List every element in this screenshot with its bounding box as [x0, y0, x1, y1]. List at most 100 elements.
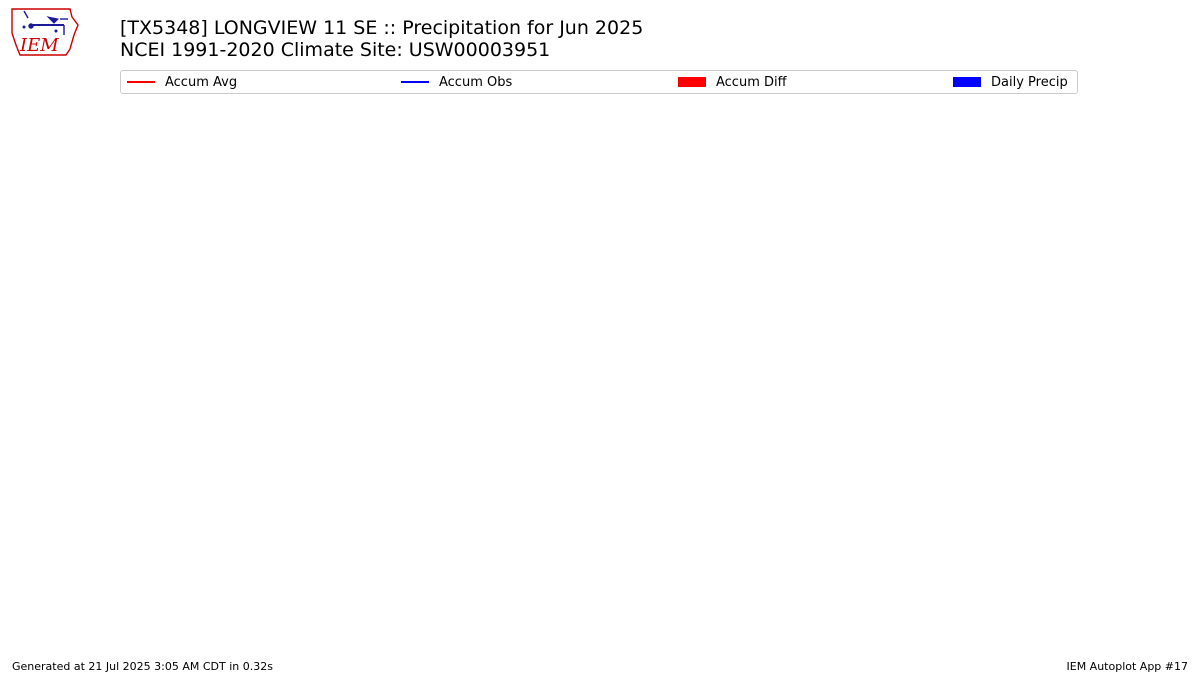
- x-tick-label: 26: [927, 618, 944, 633]
- accum-diff-bar: [280, 550, 294, 561]
- x-tick-label: 12: [478, 618, 495, 633]
- legend-swatch: [953, 77, 981, 87]
- accum-diff-bar: [408, 504, 422, 561]
- accum-diff-bar: [762, 317, 775, 561]
- x-tick-label: 23: [831, 618, 848, 633]
- y-tick-label: 6: [103, 254, 111, 269]
- y-tick-label: 4: [103, 354, 111, 369]
- x-tick-label: 9: [386, 618, 394, 633]
- x-tick-label: 4: [225, 618, 233, 633]
- accum-diff-bar: [312, 558, 326, 561]
- accum-diff-bar: [858, 339, 872, 561]
- weekend-shade: [309, 100, 342, 608]
- daily-precip-bar: [389, 480, 403, 561]
- legend-swatch: [127, 81, 155, 83]
- x-tick-label: 30: [1056, 618, 1073, 633]
- accum-diff-bar: [376, 496, 390, 561]
- accum-diff-bar: [601, 274, 615, 561]
- accum-diff-bar: [248, 559, 262, 561]
- accum-diff-bar: [441, 497, 454, 561]
- generated-timestamp: Generated at 21 Jul 2025 3:05 AM CDT in …: [12, 660, 273, 673]
- accum-diff-bar: [473, 257, 487, 561]
- plot-frame: [119, 99, 1081, 609]
- legend-item-daily-precip: Daily Precip: [953, 71, 1068, 93]
- daily-precip-bar: [614, 552, 628, 561]
- accum-diff-bar: [730, 310, 743, 561]
- y-axis-label: Precipitation [inch]: [79, 283, 97, 425]
- weekend-shade: [758, 100, 792, 608]
- x-axis-label: June 2025: [561, 635, 638, 653]
- weekend-shade: [1015, 100, 1048, 608]
- legend-label: Accum Obs: [439, 74, 513, 90]
- x-tick-label: 16: [606, 618, 623, 633]
- x-tick-label: 28: [991, 618, 1008, 633]
- x-tick-label: 1: [129, 618, 137, 633]
- x-tick-label: 19: [702, 618, 719, 633]
- daily-precip-bar: [518, 550, 531, 561]
- accum-diff-bar: [120, 560, 133, 568]
- daily-precip-bar: [453, 544, 467, 561]
- legend-label: Accum Diff: [716, 74, 787, 90]
- accum-diff-bar: [665, 292, 679, 561]
- weekend-shade: [534, 100, 567, 608]
- chart-title: [TX5348] LONGVIEW 11 SE :: Precipitation…: [120, 17, 644, 39]
- x-tick-label: 13: [510, 618, 527, 633]
- chart-subtitle: NCEI 1991-2020 Climate Site: USW00003951: [120, 39, 551, 61]
- weather-symbols-icon: [22, 10, 68, 35]
- legend-item-accum-avg: Accum Avg: [127, 71, 237, 93]
- legend-label: Daily Precip: [991, 74, 1068, 90]
- weekend-shade: [566, 100, 599, 608]
- legend-swatch: [678, 77, 706, 87]
- accum-diff-bar: [1051, 371, 1064, 561]
- accum-diff-bar: [216, 560, 230, 583]
- weekend-shade: [120, 100, 149, 608]
- daily-precip-bar: [293, 542, 307, 561]
- accum-diff-bar: [697, 301, 711, 561]
- accum-diff-bar: [890, 341, 904, 561]
- accum-diff-bar: [344, 560, 358, 567]
- x-tick-label: 21: [767, 618, 784, 633]
- x-tick-label: 5: [257, 618, 265, 633]
- legend-item-accum-obs: Accum Obs: [401, 71, 512, 93]
- weekend-shade: [791, 100, 824, 608]
- x-tick-label: 17: [638, 618, 655, 633]
- x-tick-label: 14: [542, 618, 559, 633]
- x-tick-label: 24: [863, 618, 880, 633]
- accum-diff-bar: [986, 356, 1000, 561]
- accum-diff-bar: [184, 560, 198, 582]
- accum-diff-bar: [569, 274, 583, 561]
- accum-diff-bar: [152, 560, 165, 574]
- accum-diff-bar: [954, 349, 968, 561]
- daily-precip-bar: [261, 530, 275, 561]
- x-tick-label: 18: [670, 618, 687, 633]
- accum-diff-bar: [505, 257, 519, 561]
- accum-obs-line: [132, 124, 1064, 562]
- daily-precip-bar: [935, 553, 949, 561]
- x-tick-label: 8: [353, 618, 361, 633]
- accum-avg-line: [132, 313, 1065, 555]
- x-tick-label: 3: [193, 618, 201, 633]
- legend-label: Accum Avg: [165, 74, 238, 90]
- daily-precip-bar: [903, 553, 917, 561]
- x-tick-label: 11: [446, 618, 463, 633]
- y-tick-label: 0: [103, 554, 111, 569]
- weekend-shade: [341, 100, 374, 608]
- daily-precip-bar: [839, 556, 853, 561]
- accum-diff-bar: [922, 342, 936, 561]
- x-tick-label: 20: [735, 618, 752, 633]
- app-credit: IEM Autoplot App #17: [1066, 660, 1189, 673]
- y-tick-label: 8: [103, 154, 111, 169]
- legend-item-accum-diff: Accum Diff: [678, 71, 787, 93]
- x-tick-label: 10: [414, 618, 431, 633]
- x-tick-label: 29: [1024, 618, 1041, 633]
- x-tick-label: 25: [895, 618, 912, 633]
- x-tick-label: 6: [289, 618, 297, 633]
- accum-diff-bar: [633, 283, 647, 561]
- accum-diff-bar: [537, 265, 551, 561]
- x-tick-label: 7: [321, 618, 329, 633]
- accum-diff-bar: [826, 330, 840, 561]
- daily-precip-bar: [229, 554, 243, 561]
- iem-logo: IEM: [11, 8, 79, 56]
- x-tick-label: 22: [799, 618, 816, 633]
